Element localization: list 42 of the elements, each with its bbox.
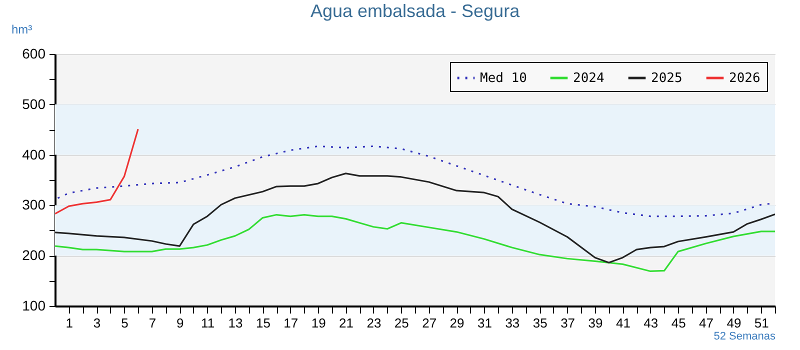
y-tick-label: 500: [22, 96, 46, 112]
y-tick-label: 600: [22, 46, 46, 62]
x-tick-label: 1: [66, 316, 73, 330]
line-series: [55, 214, 775, 272]
x-tick-label: 11: [201, 316, 215, 330]
x-tick-label: 3: [93, 316, 101, 330]
y-tick-label: 200: [22, 247, 46, 264]
x-tick-label: 43: [644, 316, 658, 330]
legend-label: 2025: [651, 71, 682, 86]
legend-label: Med 10: [480, 71, 527, 86]
x-tick-label: 19: [311, 316, 326, 330]
x-tick-label: 7: [148, 316, 156, 330]
legend-label: 2026: [729, 71, 760, 86]
x-tick-label: 17: [284, 316, 298, 330]
x-tick-label: 51: [754, 316, 769, 330]
x-tick-label: 39: [588, 316, 603, 330]
x-tick-label: 45: [671, 316, 686, 330]
x-tick-label: 29: [450, 316, 464, 330]
x-axis-title: 52 Semanas: [714, 330, 776, 342]
x-tick-label: 27: [422, 316, 437, 330]
x-tick-label: 21: [339, 316, 354, 330]
line-series: [55, 172, 775, 264]
x-tick-label: 13: [228, 316, 243, 330]
y-tick-label: 300: [22, 196, 46, 213]
x-tick-label: 41: [616, 316, 630, 330]
x-tick-label: 35: [532, 316, 548, 330]
y-axis-title: hm³: [12, 22, 32, 36]
legend-label: 2024: [573, 71, 604, 86]
x-tick-label: 15: [256, 316, 270, 330]
x-tick-label: 9: [176, 316, 184, 330]
x-tick-label: 23: [366, 316, 382, 330]
x-tick-label: 5: [121, 316, 128, 330]
x-tick-label: 47: [699, 316, 714, 330]
y-tick-label: 400: [22, 146, 46, 162]
x-tick-label: 25: [394, 316, 409, 330]
y-tick-label: 100: [22, 298, 46, 314]
x-tick-label: 37: [560, 316, 576, 330]
x-tick-label: 33: [505, 316, 520, 330]
chart-title: Agua embalsada - Segura: [310, 1, 521, 21]
x-tick-label: 31: [477, 316, 492, 330]
x-tick-label: 49: [726, 316, 742, 330]
line-series: [55, 128, 139, 215]
